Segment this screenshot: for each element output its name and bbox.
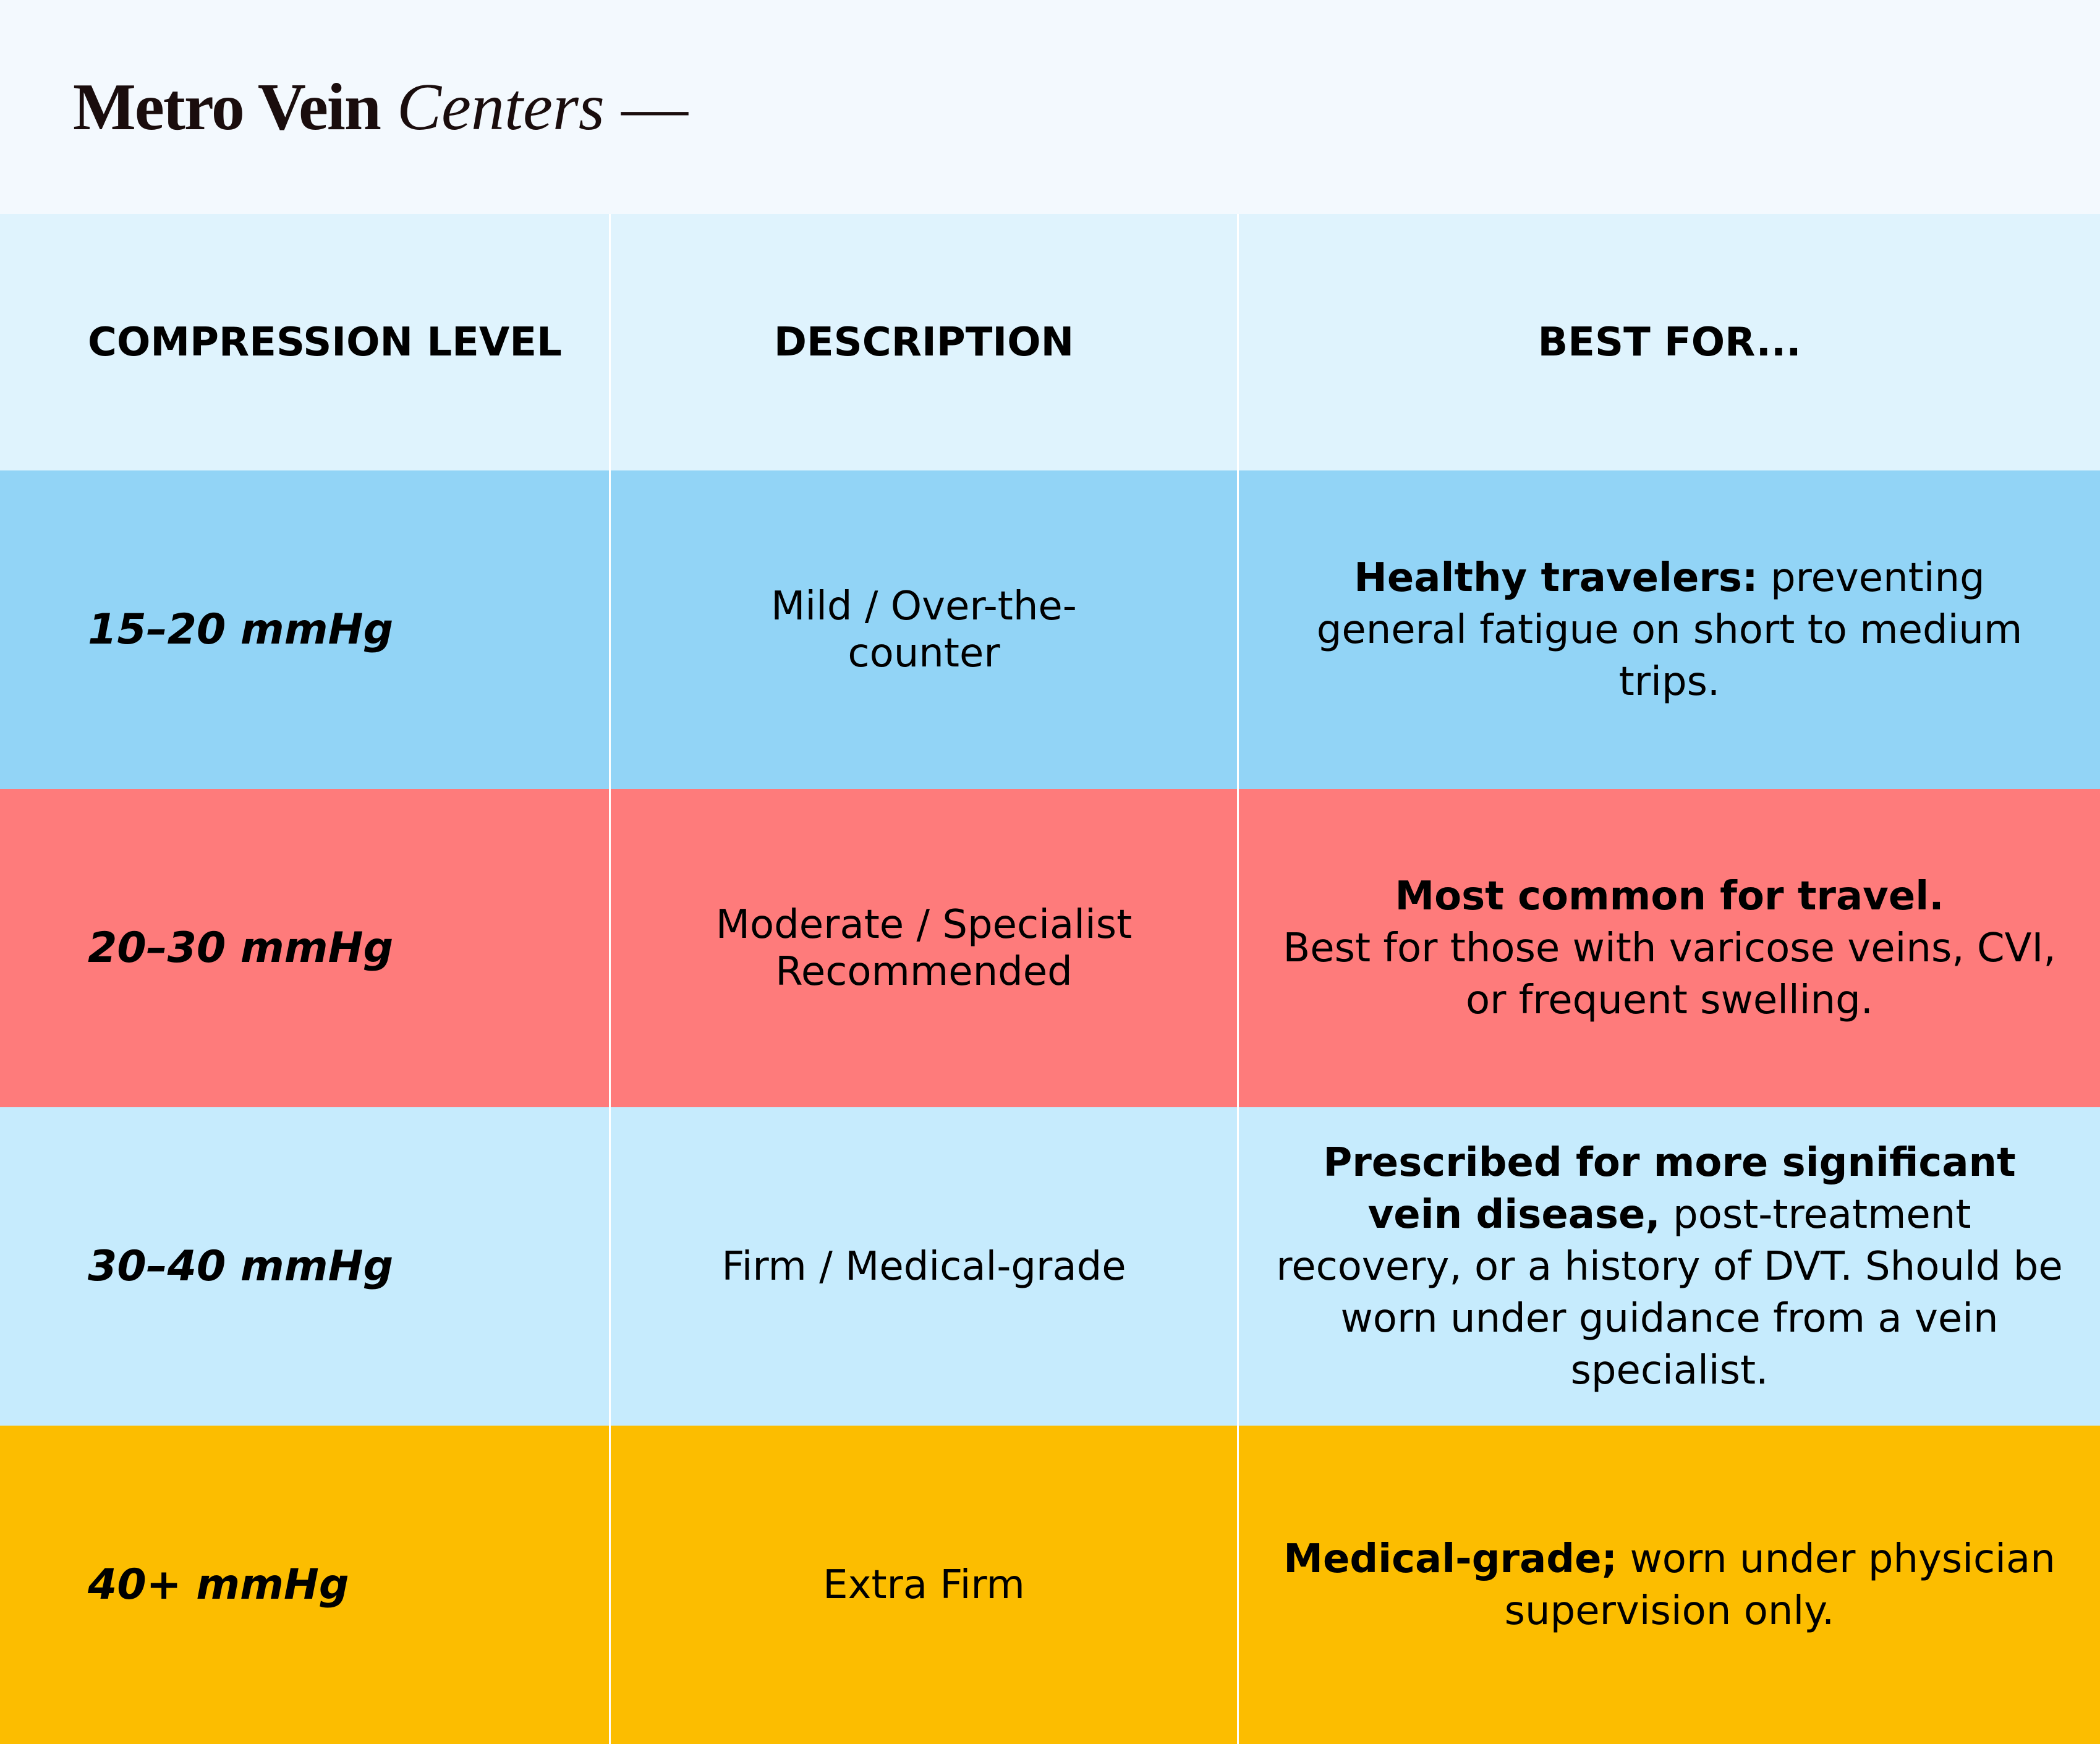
table-row-3-level: 30–40 mmHg xyxy=(0,1107,611,1426)
table-row-1-description: Mild / Over-the-counter xyxy=(611,470,1239,789)
column-header-best-for: BEST FOR... xyxy=(1537,319,1801,365)
best-for-rest: post-treatment recovery, or a history of… xyxy=(1276,1191,2063,1393)
table-row-3-best-for: Prescribed for more significant vein dis… xyxy=(1239,1107,2100,1426)
brand-logo: Metro Vein Centers — xyxy=(73,68,688,147)
brand-name-italic: Centers xyxy=(396,70,605,144)
compression-table: COMPRESSION LEVEL DESCRIPTION BEST FOR..… xyxy=(0,214,2100,1744)
description-text: Moderate / Specialist Recommended xyxy=(715,901,1133,995)
compression-level-value: 15–20 mmHg xyxy=(88,605,394,654)
brand-name-bold: Metro Vein xyxy=(73,70,381,144)
table-row-4-level: 40+ mmHg xyxy=(0,1426,611,1744)
column-header-compression-level: COMPRESSION LEVEL xyxy=(88,319,562,365)
page-header: Metro Vein Centers — xyxy=(0,0,2100,214)
best-for-rest: Best for those with varicose veins, CVI,… xyxy=(1283,925,2056,1023)
header-cell-best-for: BEST FOR... xyxy=(1239,214,2100,470)
best-for-text: Medical-grade; worn under physician supe… xyxy=(1239,1533,2100,1637)
description-text: Mild / Over-the-counter xyxy=(771,583,1077,676)
best-for-text: Prescribed for more significant vein dis… xyxy=(1239,1137,2100,1397)
description-text: Firm / Medical-grade xyxy=(721,1243,1126,1290)
column-header-description: DESCRIPTION xyxy=(773,319,1074,365)
header-cell-level: COMPRESSION LEVEL xyxy=(0,214,611,470)
best-for-rest: preventing general fatigue on short to m… xyxy=(1316,555,2023,705)
best-for-bold: Most common for travel. xyxy=(1395,873,1944,919)
best-for-bold: Healthy travelers: xyxy=(1354,555,1758,601)
description-text: Extra Firm xyxy=(823,1562,1025,1608)
compression-level-value: 20–30 mmHg xyxy=(88,924,394,972)
table-row-2-level: 20–30 mmHg xyxy=(0,789,611,1107)
compression-level-value: 30–40 mmHg xyxy=(88,1242,394,1291)
table-row-4-description: Extra Firm xyxy=(611,1426,1239,1744)
best-for-text: Most common for travel. Best for those wi… xyxy=(1239,870,2100,1026)
table-row-4-best-for: Medical-grade; worn under physician supe… xyxy=(1239,1426,2100,1744)
best-for-bold: Medical-grade; xyxy=(1283,1536,1618,1582)
table-row-3-description: Firm / Medical-grade xyxy=(611,1107,1239,1426)
table-row-2-best-for: Most common for travel. Best for those wi… xyxy=(1239,789,2100,1107)
brand-dash: — xyxy=(621,70,688,144)
table-row-1-level: 15–20 mmHg xyxy=(0,470,611,789)
table-row-1-best-for: Healthy travelers: preventing general fa… xyxy=(1239,470,2100,789)
compression-level-value: 40+ mmHg xyxy=(88,1560,349,1609)
best-for-bold: Prescribed for more significant vein dis… xyxy=(1323,1139,2016,1238)
table-row-2-description: Moderate / Specialist Recommended xyxy=(611,789,1239,1107)
header-cell-description: DESCRIPTION xyxy=(611,214,1239,470)
best-for-text: Healthy travelers: preventing general fa… xyxy=(1239,552,2100,708)
best-for-rest: worn under physician supervision only. xyxy=(1504,1536,2055,1634)
